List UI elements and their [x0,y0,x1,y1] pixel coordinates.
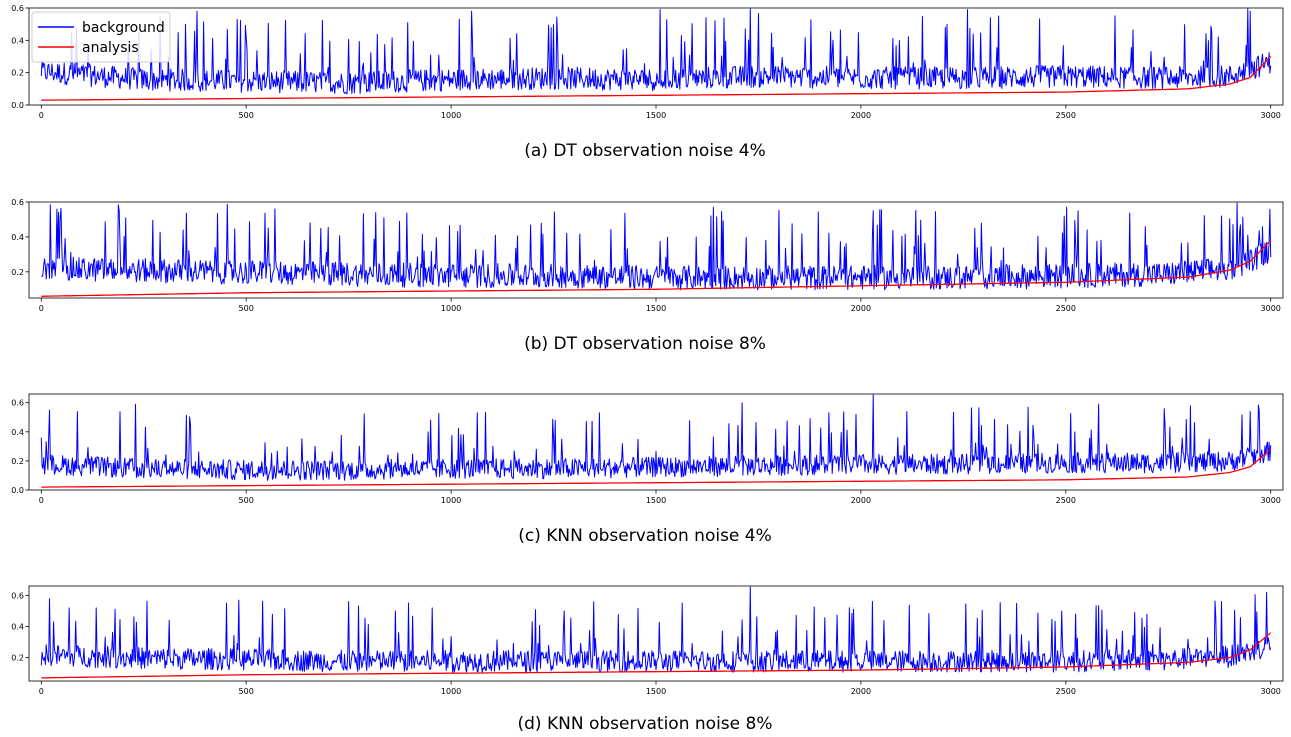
y-tick-label: 0.6 [11,399,24,408]
x-tick-label: 2500 [1056,111,1076,120]
x-tick-label: 3000 [1261,304,1281,313]
plot-frame [28,393,1284,491]
plot-frame [28,7,1284,106]
y-tick-label: 0.2 [11,69,24,78]
x-tick-label: 1000 [441,111,461,120]
y-tick-label: 0.2 [11,457,24,466]
chart-caption: (b) DT observation noise 8% [524,334,766,354]
series-line-analysis [41,239,1272,297]
y-tick-label: 0.4 [11,428,24,437]
x-tick-label: 2500 [1056,304,1076,313]
legend-label-background: background [82,20,165,36]
series-line-analysis [41,632,1272,679]
x-tick-label: 1500 [646,687,666,696]
series-line-analysis [41,448,1272,488]
x-tick-label: 2000 [851,111,871,120]
chart-panel-1: 0 500 1000 1500 2000 2500 3000 0.0 0.2 0.4 0.6 (a) … [11,4,1284,161]
series-line-background [41,202,1272,291]
x-tick-label: 3000 [1261,496,1281,505]
legend-box [31,11,171,63]
series-line-background [40,8,1272,95]
y-tick-label: 0.2 [11,654,24,663]
y-tick-label: 0.2 [11,268,24,277]
series-line-background [40,586,1272,673]
x-tick-label: 1000 [441,304,461,313]
x-tick-label: 2500 [1056,496,1076,505]
x-tick-label: 1000 [441,496,461,505]
legend-label-analysis: analysis [82,40,139,56]
x-tick-label: 2000 [851,687,871,696]
chart-caption: (c) KNN observation noise 4% [518,526,772,546]
x-tick-label: 0 [39,687,44,696]
chart-panel-2: 0 500 1000 1500 2000 2500 3000 0.2 0.4 0.6 (b) DT … [11,198,1284,354]
y-tick-label: 0.0 [11,101,24,110]
series-line-background [40,394,1272,481]
y-tick-label: 0.4 [11,622,24,631]
x-tick-label: 1500 [646,111,666,120]
y-tick-label: 0.6 [11,591,24,600]
y-tick-label: 0.6 [11,4,24,13]
x-tick-label: 500 [239,496,254,505]
x-tick-label: 2000 [851,304,871,313]
x-tick-label: 1000 [441,687,461,696]
x-tick-label: 2000 [851,496,871,505]
x-tick-label: 0 [39,111,44,120]
x-tick-label: 500 [239,687,254,696]
y-tick-label: 0.4 [11,233,24,242]
chart-caption: (d) KNN observation noise 8% [518,714,773,734]
x-tick-label: 500 [239,304,254,313]
legend: background analysis [31,11,171,63]
x-tick-label: 0 [39,496,44,505]
y-tick-label: 0.4 [11,36,24,45]
x-tick-label: 0 [39,304,44,313]
x-tick-label: 1500 [646,304,666,313]
chart-panel-4: 0 500 1000 1500 2000 2500 3000 0.2 0.4 0.6 (d) KNN… [11,585,1284,734]
x-tick-label: 2500 [1056,687,1076,696]
chart-panel-3: 0 500 1000 1500 2000 2500 3000 0.0 0.2 0.4 0.6 (c) … [11,393,1284,546]
y-tick-label: 0.0 [11,486,24,495]
chart-caption: (a) DT observation noise 4% [524,141,766,161]
y-tick-label: 0.6 [11,198,24,207]
x-tick-label: 500 [239,111,254,120]
x-tick-label: 1500 [646,496,666,505]
series-line-analysis [41,56,1272,101]
x-tick-label: 3000 [1261,111,1281,120]
x-tick-label: 3000 [1261,687,1281,696]
